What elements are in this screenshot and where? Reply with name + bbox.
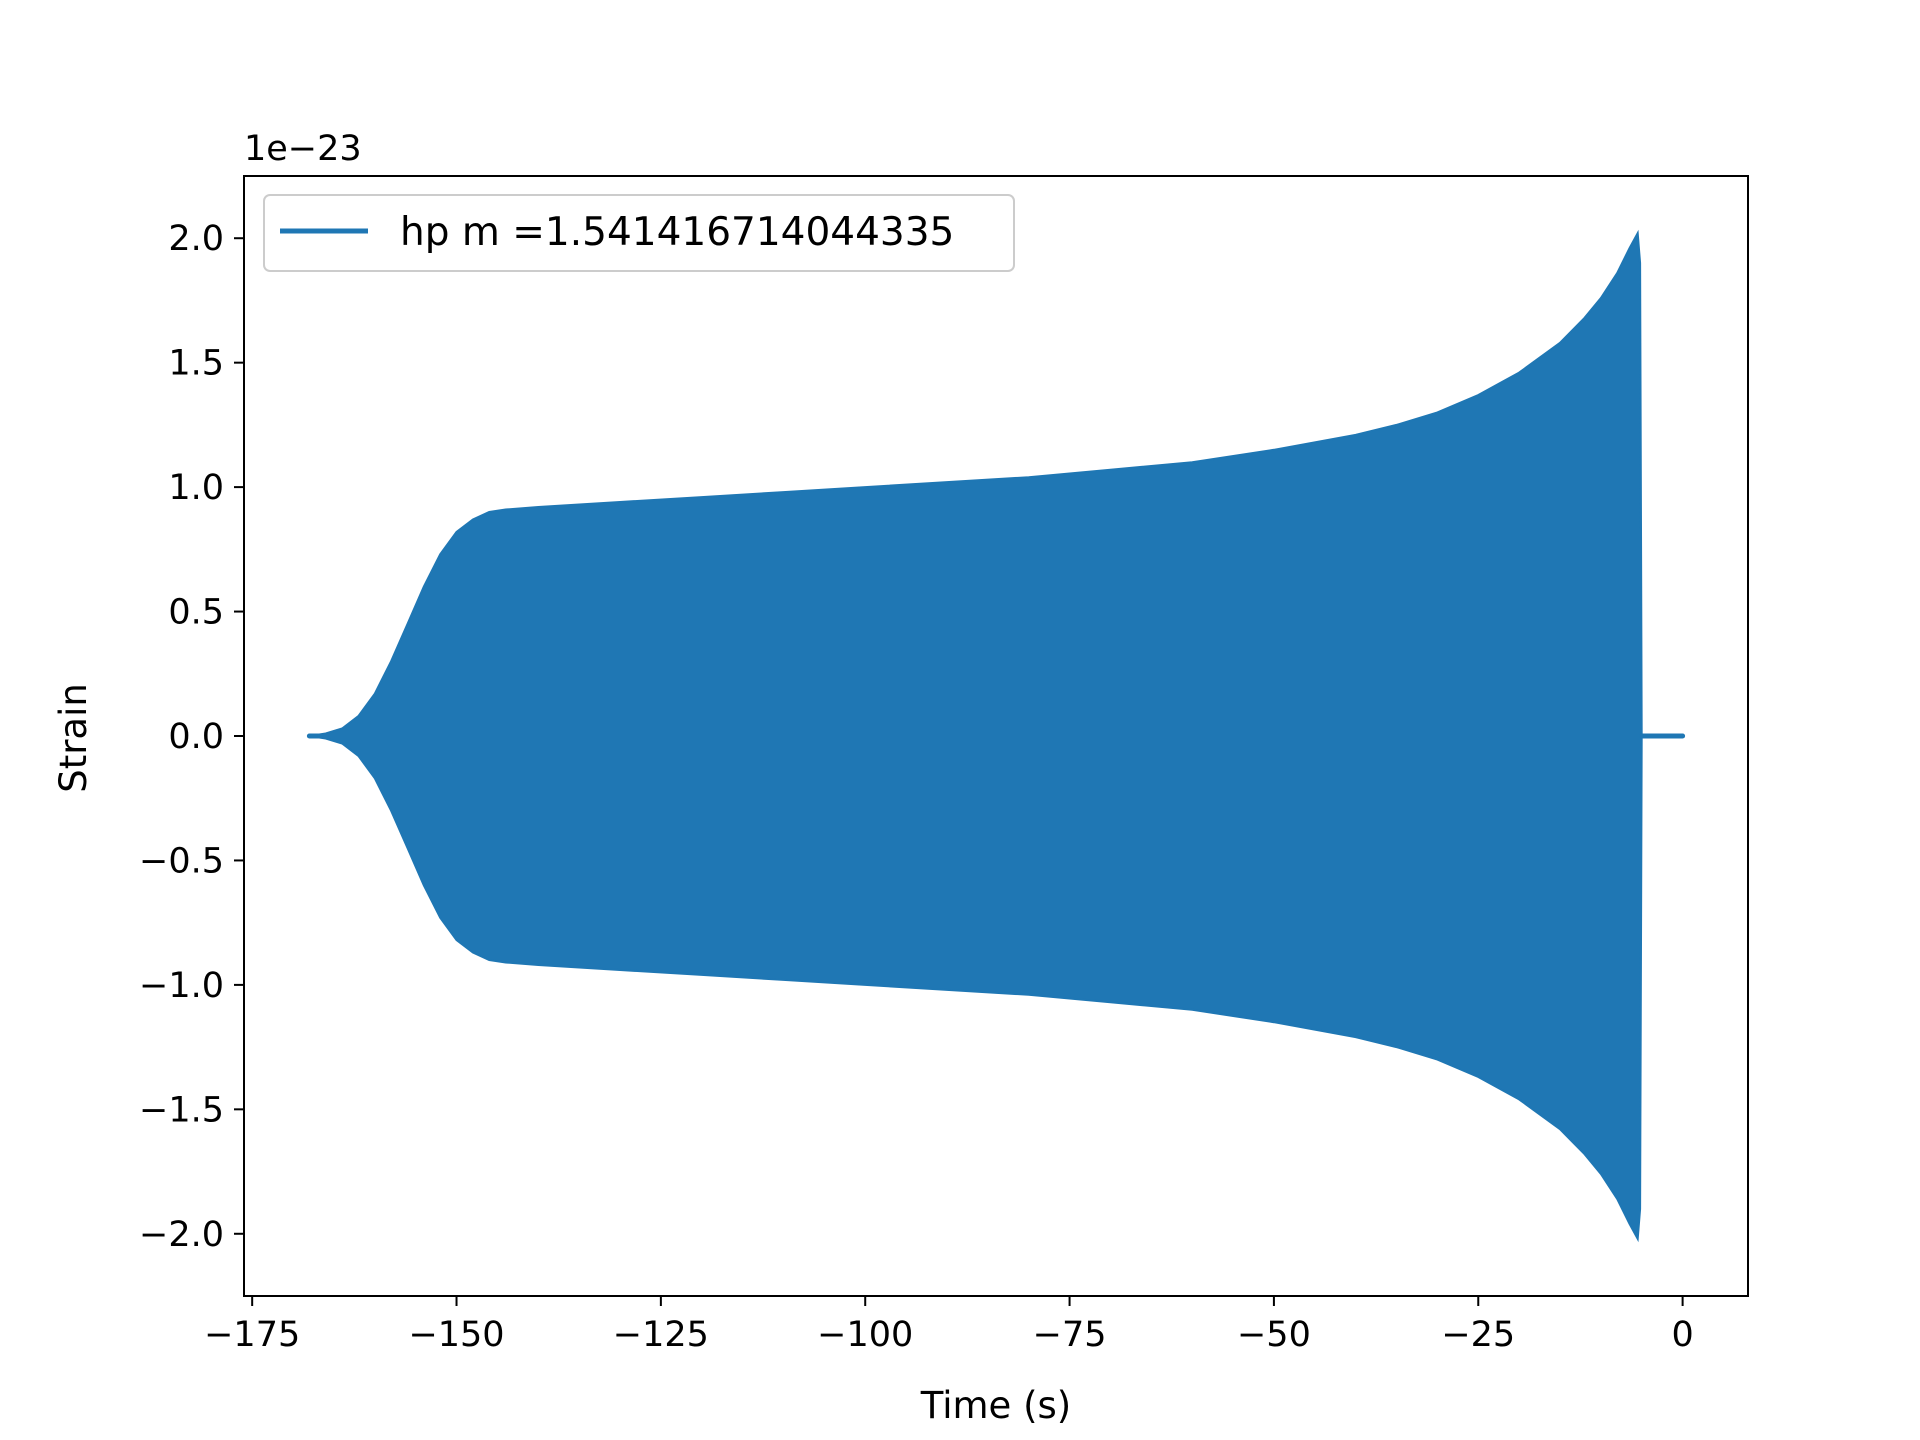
x-tick-label: 0 bbox=[1671, 1315, 1693, 1355]
y-tick-label: −1.0 bbox=[139, 966, 224, 1006]
legend-box bbox=[263, 194, 1015, 272]
x-tick-label: −25 bbox=[1441, 1315, 1515, 1355]
y-tick-label: −1.5 bbox=[139, 1090, 224, 1130]
x-tick-label: −100 bbox=[817, 1315, 913, 1355]
x-axis-label: Time (s) bbox=[920, 1384, 1071, 1427]
y-offset-label: 1e−23 bbox=[244, 129, 362, 169]
y-tick-label: −0.5 bbox=[139, 841, 224, 881]
legend-entry-label: hp m =1.541416714044335 bbox=[400, 210, 954, 255]
plot-data bbox=[306, 229, 1686, 1243]
y-tick-label: 0.0 bbox=[168, 717, 224, 757]
x-tick-label: −75 bbox=[1033, 1315, 1107, 1355]
x-tick-label: −175 bbox=[204, 1315, 300, 1355]
y-axis-label: Strain bbox=[52, 683, 95, 793]
y-tick-label: −2.0 bbox=[139, 1215, 224, 1255]
y-tick-label: 2.0 bbox=[168, 219, 224, 259]
x-axis-ticks: −175 −150 −125 −100 −75 −50 −25 0 bbox=[204, 1296, 1694, 1355]
y-tick-label: 1.5 bbox=[168, 344, 224, 384]
y-tick-label: 1.0 bbox=[168, 468, 224, 508]
y-axis-ticks: 2.0 1.5 1.0 0.5 0.0 −0.5 −1.0 −1.5 −2.0 bbox=[139, 219, 244, 1255]
x-tick-label: −50 bbox=[1237, 1315, 1311, 1355]
x-tick-label: −150 bbox=[408, 1315, 504, 1355]
x-tick-label: −125 bbox=[613, 1315, 709, 1355]
legend: hp m =1.541416714044335 bbox=[263, 194, 1015, 272]
y-tick-label: 0.5 bbox=[168, 593, 224, 633]
